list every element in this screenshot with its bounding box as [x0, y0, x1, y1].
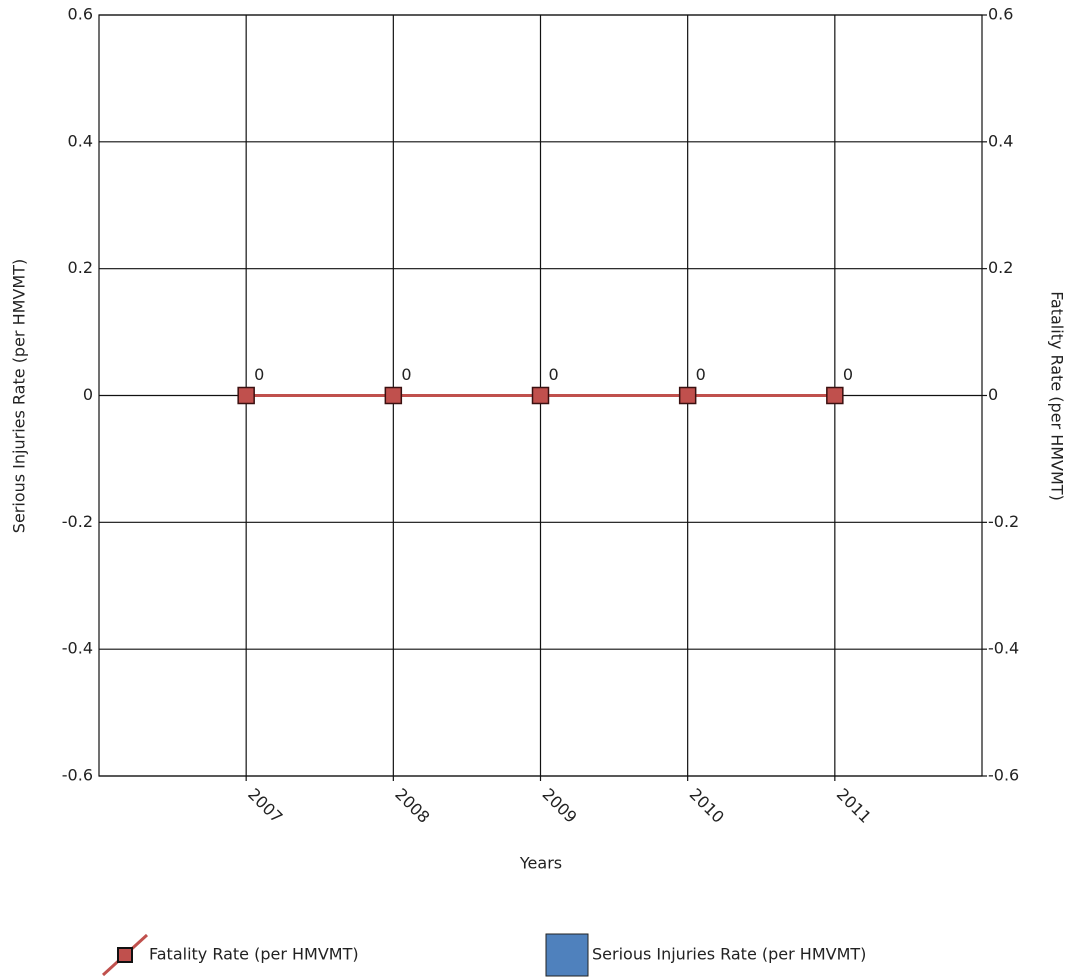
x-tick-label: 2011 — [833, 785, 875, 827]
x-tick-label: 2010 — [686, 785, 728, 827]
data-label: 0 — [696, 365, 706, 384]
x-tick-label: 2007 — [244, 785, 286, 827]
x-tick-label: 2009 — [538, 785, 580, 827]
marker — [531, 386, 550, 405]
y-tick-label: 0.4 — [68, 131, 93, 150]
y-tick-label: 0 — [83, 385, 93, 404]
y-tick-label: -0.2 — [62, 512, 93, 531]
y2-tick-label: -0.6 — [988, 766, 1019, 785]
y-tick-label: 0.6 — [68, 5, 93, 24]
y2-tick-label: -0.2 — [988, 512, 1019, 531]
marker — [384, 386, 403, 405]
legend-marker — [117, 947, 133, 963]
y-tick-label: -0.4 — [62, 639, 93, 658]
data-label: 0 — [401, 365, 411, 384]
marker — [237, 386, 255, 405]
y2-tick-label: 0 — [988, 385, 998, 404]
y-tick-label: 0.2 — [68, 258, 93, 277]
y-axis-title: Serious Injuries Rate (per HMVMT) — [10, 259, 29, 533]
y2-axis-title: Fatality Rate (per HMVMT) — [1048, 291, 1067, 501]
legend-label: Serious Injuries Rate (per HMVMT) — [592, 945, 866, 964]
marker — [826, 386, 844, 405]
x-axis-title: Years — [519, 854, 562, 873]
marker — [678, 386, 697, 405]
legend-swatch — [545, 933, 589, 977]
y2-tick-label: 0.6 — [988, 5, 1013, 24]
data-label: 0 — [843, 365, 853, 384]
legend-label: Fatality Rate (per HMVMT) — [149, 945, 359, 964]
x-tick-label: 2008 — [391, 785, 433, 827]
data-label: 0 — [549, 365, 559, 384]
y2-tick-label: 0.4 — [988, 131, 1013, 150]
y-tick-label: -0.6 — [62, 766, 93, 785]
y2-tick-label: 0.2 — [988, 258, 1013, 277]
y2-tick-label: -0.4 — [988, 639, 1019, 658]
data-label: 0 — [254, 365, 264, 384]
